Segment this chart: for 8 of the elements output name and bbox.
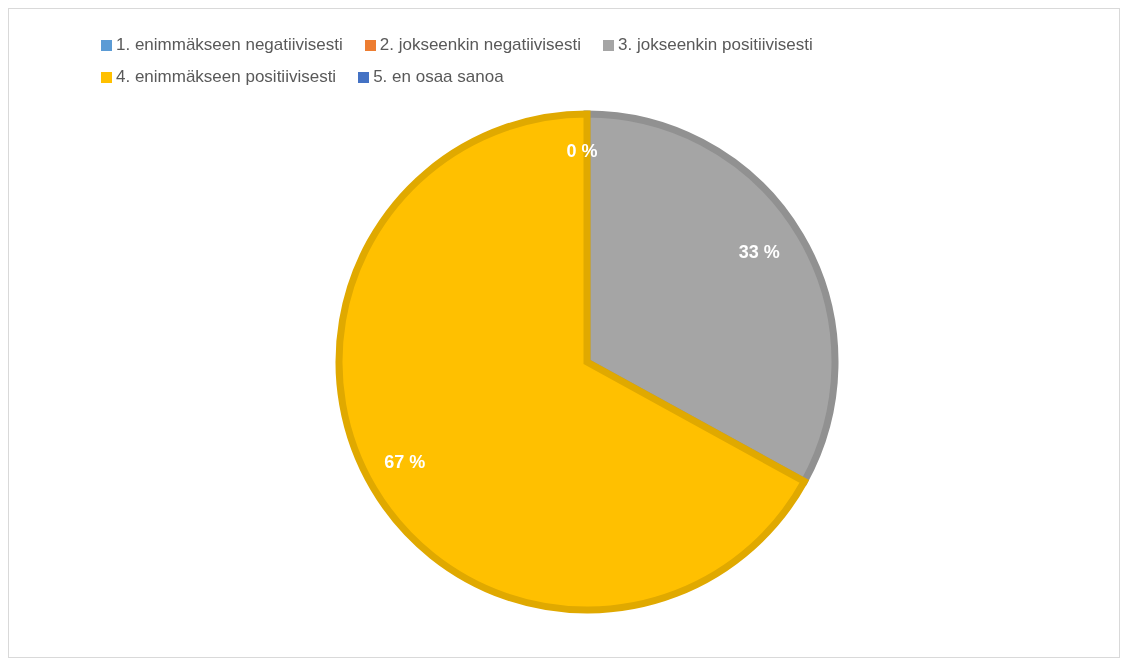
legend-label: 3. jokseenkin positiivisesti bbox=[618, 35, 813, 55]
legend-label: 2. jokseenkin negatiivisesti bbox=[379, 35, 582, 55]
legend-label: 5. en osaa sanoa bbox=[373, 67, 504, 87]
data-label: 67 % bbox=[384, 451, 426, 472]
legend-label: 1. enimmäkseen negatiivisesti bbox=[116, 35, 343, 55]
legend-label: 4. enimmäkseen positiivisesti bbox=[116, 67, 337, 87]
pie-slice bbox=[335, 110, 808, 614]
data-label: 33 % bbox=[738, 242, 780, 263]
